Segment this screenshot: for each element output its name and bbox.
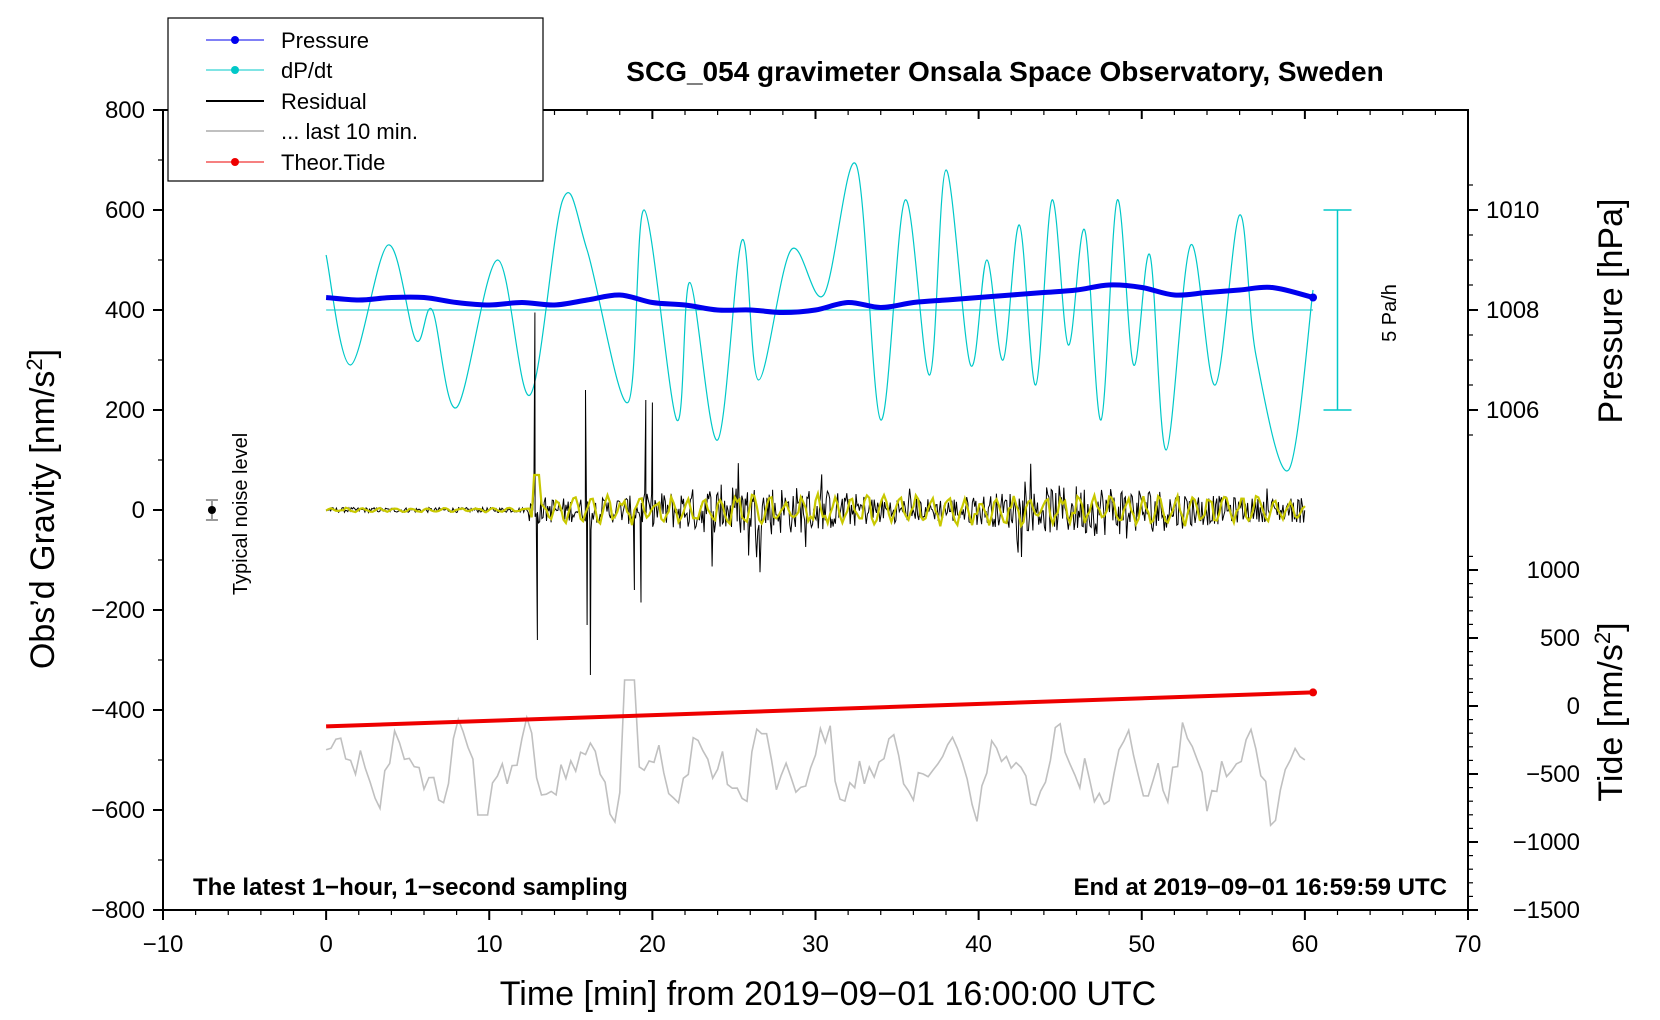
legend: Pressure dP/dt Residual ... last 10 min.… <box>167 17 544 182</box>
y-tick-label-tide: 500 <box>1540 625 1580 652</box>
legend-label-tide: Theor.Tide <box>281 150 385 175</box>
y-tick-label-left: 600 <box>105 197 145 224</box>
y-axis-title-left-end: ] <box>24 349 62 358</box>
legend-marker-dpdt <box>231 66 239 74</box>
noise-level-label: Typical noise level <box>230 433 252 595</box>
y-tick-label-pressure: 1010 <box>1486 197 1539 224</box>
y-tick-label-left: −800 <box>91 897 145 924</box>
x-tick-label: 30 <box>802 931 829 958</box>
noise-marker-point <box>207 506 216 514</box>
x-axis-title: Time [min] from 2019−09−01 16:00:00 UTC <box>500 975 1156 1013</box>
x-tick-label: 60 <box>1292 931 1319 958</box>
y-tick-label-left: 400 <box>105 297 145 324</box>
legend-marker-tide <box>231 158 239 166</box>
x-tick-label: 50 <box>1128 931 1155 958</box>
series-dpdt-line <box>325 162 1314 472</box>
x-tick-label: 20 <box>639 931 666 958</box>
x-tick-label: 70 <box>1455 931 1482 958</box>
series-pressure-line <box>325 282 1314 316</box>
y-tick-label-pressure: 1008 <box>1486 297 1539 324</box>
x-tick-label: 10 <box>476 931 503 958</box>
y-tick-label-left: 800 <box>105 97 145 124</box>
pressure-end-marker <box>1309 293 1318 302</box>
y-tick-label-tide: −1000 <box>1513 829 1580 856</box>
y-axis-title-left: Obs’d Gravity [nm/s2] <box>22 349 62 669</box>
series-last10-line <box>325 679 1306 828</box>
y-axis-title-left-main: Obs’d Gravity [nm/s <box>24 371 62 670</box>
tide-end-marker <box>1309 688 1318 697</box>
series-tide-line <box>326 690 1314 729</box>
scale-bar-label: 5 Pa/h <box>1379 284 1401 342</box>
y-tick-label-pressure: 1006 <box>1486 397 1539 424</box>
x-tick-label: 40 <box>965 931 992 958</box>
chart-title: SCG_054 gravimeter Onsala Space Observat… <box>626 56 1383 87</box>
end-time-note: End at 2019−09−01 16:59:59 UTC <box>1073 874 1447 901</box>
y-tick-label-left: −400 <box>91 697 145 724</box>
y-tick-label-tide: −500 <box>1526 761 1580 788</box>
legend-box <box>167 17 544 182</box>
y-tick-label-left: 200 <box>105 397 145 424</box>
y-axis-title-left-sup: 2 <box>22 358 47 370</box>
y-axis-title-tide-end: ] <box>1592 622 1630 631</box>
x-tick-label: −10 <box>143 931 184 958</box>
y-tick-label-tide: 1000 <box>1527 557 1580 584</box>
legend-marker-pressure <box>231 36 239 44</box>
legend-label-dpdt: dP/dt <box>281 58 332 83</box>
y-axis-title-pressure: Pressure [hPa] <box>1592 199 1630 424</box>
sampling-note: The latest 1−hour, 1−second sampling <box>193 874 628 901</box>
series-filtered-line <box>325 473 1306 529</box>
data-layer <box>205 162 1352 828</box>
y-tick-label-left: −200 <box>91 597 145 624</box>
y-axis-title-tide: Tide [nm/s2] <box>1590 622 1630 801</box>
legend-label-pressure: Pressure <box>281 28 369 53</box>
y-axis-title-tide-sup: 2 <box>1590 632 1615 644</box>
x-tick-label: 0 <box>319 931 332 958</box>
axes-layer: −10 0 10 20 30 40 50 60 70 −800 −600 −400 −200 0 200 40… <box>91 97 1580 958</box>
y-tick-label-tide: 0 <box>1567 693 1580 720</box>
legend-label-last10: ... last 10 min. <box>281 119 418 144</box>
y-axis-title-tide-main: Tide [nm/s <box>1592 644 1630 801</box>
legend-label-residual: Residual <box>281 89 367 114</box>
y-tick-label-left: −600 <box>91 797 145 824</box>
y-tick-label-tide: −1500 <box>1513 897 1580 924</box>
y-tick-label-left: 0 <box>132 497 145 524</box>
